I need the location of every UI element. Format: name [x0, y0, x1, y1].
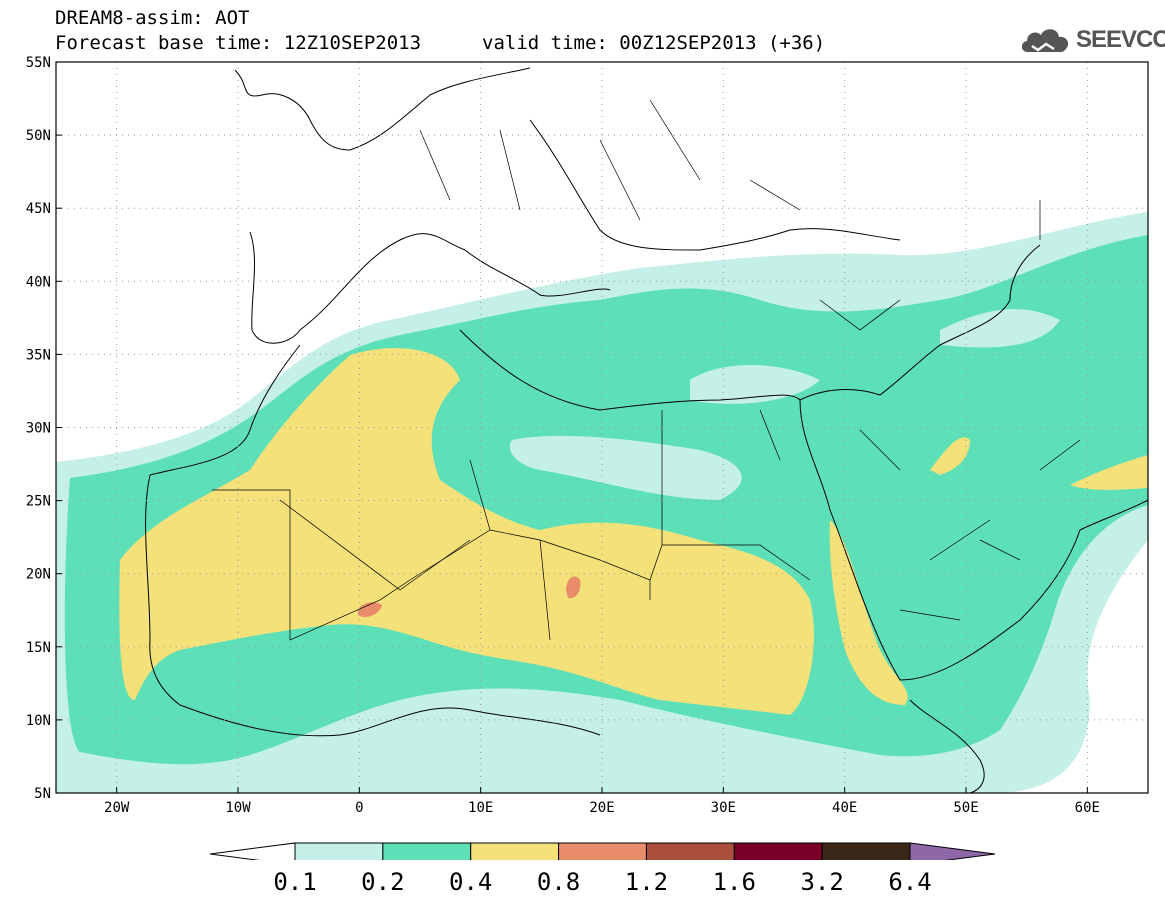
- lat-label: 5N: [34, 786, 51, 802]
- forecast-base-time: Forecast base time: 12Z10SEP2013: [55, 32, 422, 54]
- colorbar-box: [645, 842, 735, 860]
- lon-label: 0: [355, 800, 363, 816]
- lon-label: 10W: [225, 800, 251, 816]
- colorbar-box: [821, 842, 911, 860]
- lat-label: 10N: [26, 713, 51, 729]
- aot-hotspot-chad: [566, 576, 581, 599]
- colorbar-label: 1.6: [712, 868, 756, 896]
- lat-label: 30N: [26, 421, 51, 437]
- colorbar-box: [294, 842, 384, 860]
- aot-fields: [56, 212, 1148, 793]
- graticule: [56, 62, 1148, 793]
- lat-label: 55N: [26, 55, 51, 71]
- lat-label: 35N: [26, 347, 51, 363]
- aot-pocket-mediterranean: [690, 365, 820, 404]
- colorbar-label: 6.4: [888, 868, 932, 896]
- lon-label: 40E: [832, 800, 857, 816]
- aot-band-0.4-west: [119, 348, 814, 715]
- colorbar-box: [470, 842, 560, 860]
- coastlines: [145, 67, 1148, 793]
- lon-label: 50E: [953, 800, 978, 816]
- longitude-labels: 20W 10W 0 10E 20E 30E 40E 50E 60E: [104, 800, 1100, 816]
- lat-label: 25N: [26, 494, 51, 510]
- colorbar-box: [733, 842, 823, 860]
- colorbar-overflow: [909, 842, 996, 860]
- colorbar-label: 0.2: [361, 868, 405, 896]
- aot-pocket-caspian: [940, 309, 1060, 348]
- lon-label: 20E: [589, 800, 614, 816]
- seevccc-logo: SEEVCCC: [1018, 22, 1165, 58]
- lat-label: 50N: [26, 128, 51, 144]
- colorbar-label: 0.1: [273, 868, 317, 896]
- logo-text: SEEVCCC: [1076, 26, 1165, 53]
- colorbar-label: 0.4: [449, 868, 493, 896]
- colorbar-label: 0.8: [536, 868, 581, 896]
- lon-label: 10E: [468, 800, 493, 816]
- lat-label: 15N: [26, 640, 51, 656]
- lon-label: 20W: [104, 800, 130, 816]
- aot-hotspot-mali: [358, 602, 382, 617]
- valid-time: valid time: 00Z12SEP2013 (+36): [482, 32, 826, 54]
- colorbar-label: 3.2: [800, 868, 844, 896]
- map-title: DREAM8-assim: AOT: [55, 7, 250, 29]
- aot-pocket-redsea: [829, 520, 908, 705]
- aot-pocket-libya: [509, 435, 742, 500]
- country-borders: [212, 99, 1081, 641]
- aot-band-0.2: [64, 235, 1148, 765]
- colorbar-box: [558, 842, 647, 860]
- lat-label: 45N: [26, 201, 51, 217]
- colorbar-label: 1.2: [624, 868, 669, 896]
- colorbar-box: [382, 842, 472, 860]
- lon-label: 60E: [1075, 800, 1100, 816]
- aot-pocket-gulf: [930, 437, 970, 475]
- aot-map: 20W 10W 0 10E 20E 30E 40E 50E 60E 55N 50N 45N 40N 35…: [26, 55, 1149, 860]
- lon-label: 30E: [711, 800, 736, 816]
- colorbar-underflow: [209, 842, 296, 860]
- cloud-icon: [1021, 29, 1069, 52]
- aot-pocket-iran: [1070, 455, 1148, 490]
- colorbar: [209, 842, 996, 860]
- lat-label: 40N: [26, 274, 51, 290]
- axis-ticks: [56, 61, 1088, 794]
- latitude-labels: 55N 50N 45N 40N 35N 30N 25N 20N 15N 10N 5N: [26, 55, 51, 802]
- lat-label: 20N: [26, 567, 51, 583]
